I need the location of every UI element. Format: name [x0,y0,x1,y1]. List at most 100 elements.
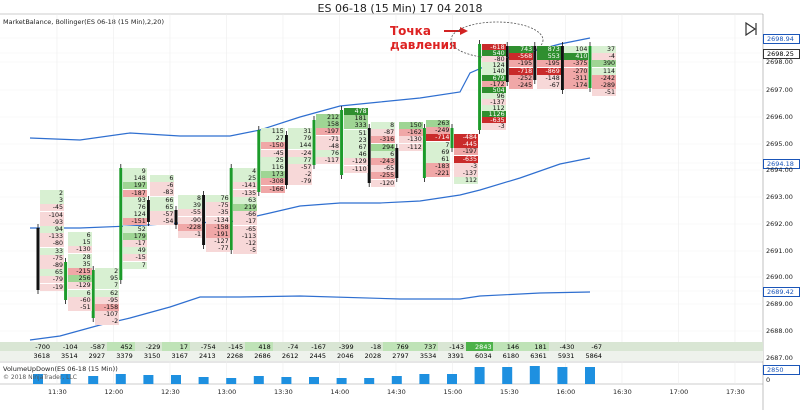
balance-cell: 9 [122,168,147,175]
balance-cell: 65 [40,269,64,277]
volume-cell: 6180 [502,352,520,360]
delta-cell: 452 [106,342,135,352]
delta-cell: -18 [370,343,382,351]
balance-cell: -54 [150,218,175,226]
volume-cell: 2797 [392,352,409,360]
balance-cell: -137 [454,170,478,177]
balance-cell: -183 [426,163,451,171]
delta-cell: -754 [200,343,216,351]
candle-body [340,110,344,175]
volume-bar [226,378,237,384]
delta-cell: 17 [162,342,190,352]
balance-cell: -55 [178,209,202,217]
balance-cell: 7 [122,261,147,269]
balance-cell: -57 [288,164,313,171]
candle-body [91,270,95,318]
balance-cell: -24 [288,149,313,157]
delta-cell: 181 [520,342,549,352]
balance-cell: 8 [371,122,396,129]
balance-cell: -19 [40,283,64,291]
balance-cell: 294 [371,143,396,151]
balance-cell: 256 [67,275,92,283]
balance-cell: -89 [40,262,64,269]
volume-cell: 2686 [254,352,271,360]
time-axis-label: 16:30 [613,388,632,396]
balance-cell: 65 [150,203,175,211]
price-axis-label: 2689.00 [766,300,793,308]
balance-cell: -635 [454,155,478,163]
price-axis-label: 2691.00 [766,247,793,255]
balance-cell: -71 [316,135,340,143]
balance-cell: 35 [67,260,92,268]
candle-body [533,46,537,80]
price-axis-label: 2688.00 [766,327,793,335]
volume-cell: 3534 [419,352,437,360]
volume-bar [585,367,595,384]
balance-cell: 390 [592,60,616,68]
volume-bar [143,375,154,384]
volume-cell: 5864 [585,352,602,360]
balance-cell: 31 [288,128,313,135]
delta-row: -700 -104 -587 452 -229 17 -754 -145 418 -74 -167 -… [0,342,763,352]
price-axis-label: 2694.00 [766,166,793,174]
balance-cell: -45 [260,149,285,157]
balance-cell: 63 [233,196,258,204]
play-next-icon[interactable] [744,22,758,36]
volume-bar [557,367,568,384]
balance-cell: 6 [67,232,92,239]
balance-cell: -104 [40,211,64,219]
balance-cell: 52 [122,225,147,233]
delta-cell: 146 [493,342,522,352]
candle-body [257,130,261,192]
balance-cell: -2 [288,171,313,179]
balance-cell: -2 [95,318,120,326]
balance-cell: -130 [67,246,92,254]
candle-body [450,128,454,148]
volume-bar [253,376,264,384]
balance-cell: 124 [122,211,147,219]
volume-bar [502,367,513,384]
volume-bar [88,376,99,384]
balance-cell: -80 [481,56,506,64]
balance-cell: -245 [509,82,534,89]
balance-cell: 124 [481,62,506,70]
balance-cell: 179 [122,232,147,240]
balance-cell: -112 [398,143,423,151]
balance-cell: -113 [233,232,258,240]
delta-cell: -587 [90,343,106,351]
annotation-arrowhead [460,27,468,35]
balance-cell: 181 [343,115,368,123]
annotation-line-1: Точка [390,24,431,38]
balance-cell: 115 [260,128,285,135]
balance-cell: -17 [233,218,258,226]
balance-cell: -195 [509,60,534,68]
balance-cell: 7 [95,282,120,290]
balance-cell: -35 [205,209,230,217]
balance-cell: 51 [343,129,368,137]
balance-cell: 2 [40,190,64,197]
balance-cell: -484 [454,134,478,141]
delta-cell: -399 [338,343,354,351]
time-axis-label: 12:30 [161,388,180,396]
balance-cell: -51 [592,89,616,97]
balance-cell: -45 [40,204,64,212]
volume-cell: 2927 [88,352,106,360]
volume-indicator-label: VolumeUpDown(ES 06-18 (15 Min)) [3,365,118,373]
balance-cell: -316 [371,136,396,144]
balance-cell: -15 [122,254,147,262]
balance-cell: -67 [536,82,561,89]
candle-body [560,46,564,90]
balance-cell: -166 [260,185,285,193]
balance-cell: -48 [316,142,340,150]
balance-cell: 93 [122,196,147,204]
volume-bar [336,378,347,384]
balance-cell: -79 [288,178,313,186]
time-axis-label: 15:00 [443,388,463,396]
balance-cell: 112 [481,105,506,112]
balance-cell: -195 [536,60,561,68]
balance-cell: -197 [454,148,478,156]
price-axis-label: 2698.94 [763,34,800,44]
balance-cell: -228 [178,223,202,231]
volume-bar [309,377,319,384]
balance-cell: 116 [260,164,285,171]
